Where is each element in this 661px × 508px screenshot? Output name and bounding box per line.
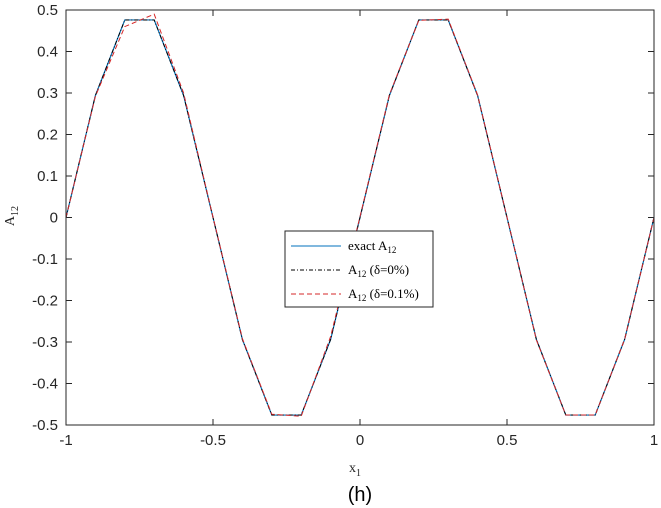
plot-frame: [65, 9, 655, 426]
x-tick-label: 0: [356, 432, 364, 449]
legend-entry-label: exact A12: [348, 238, 396, 255]
x-tick-label: 0.5: [497, 432, 518, 449]
legend-entry-label: A12 (δ=0%): [348, 262, 409, 279]
y-tick-label: -0.5: [32, 417, 58, 434]
series-layer: [65, 13, 655, 417]
y-tick-label: 0: [50, 210, 58, 227]
x-tick-label: -1: [59, 432, 72, 449]
x-tick-label: 1: [650, 432, 658, 449]
y-tick-label: -0.1: [32, 251, 58, 268]
series-delta-0-1-line: [65, 13, 655, 417]
x-tick-label: -0.5: [200, 432, 226, 449]
y-tick-label: 0.5: [37, 2, 58, 19]
y-tick-label: -0.4: [32, 376, 58, 393]
x-tick-labels: -1 -0.5 0 0.5 1: [59, 432, 658, 449]
y-tick-label: 0.1: [37, 168, 58, 185]
y-axis-label: A12: [3, 206, 21, 226]
figure-caption: (h): [348, 484, 372, 506]
y-tick-label: 0.4: [37, 44, 58, 61]
y-tick-label: -0.3: [32, 334, 58, 351]
series-delta-0-line: [65, 19, 655, 416]
y-tick-labels: -0.5 -0.4 -0.3 -0.2 -0.1 0 0.1 0.2 0.3 0.4 0.5: [32, 2, 58, 434]
legend: exact A12 A12 (δ=0%) A12 (δ=0.1%): [284, 230, 434, 308]
x-axis-label: x1: [349, 461, 361, 479]
legend-entry-label: A12 (δ=0.1%): [348, 286, 419, 303]
y-tick-label: 0.3: [37, 85, 58, 102]
y-tick-label: 0.2: [37, 127, 58, 144]
y-tick-label: -0.2: [32, 293, 58, 310]
